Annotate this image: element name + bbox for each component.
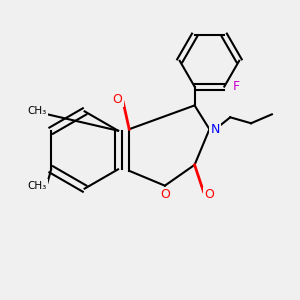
Text: CH₃: CH₃	[27, 181, 47, 191]
Text: O: O	[112, 93, 122, 106]
Text: CH₃: CH₃	[27, 106, 47, 116]
Text: N: N	[211, 123, 220, 136]
Text: F: F	[232, 80, 240, 93]
Text: O: O	[160, 188, 170, 201]
Text: O: O	[205, 188, 214, 201]
